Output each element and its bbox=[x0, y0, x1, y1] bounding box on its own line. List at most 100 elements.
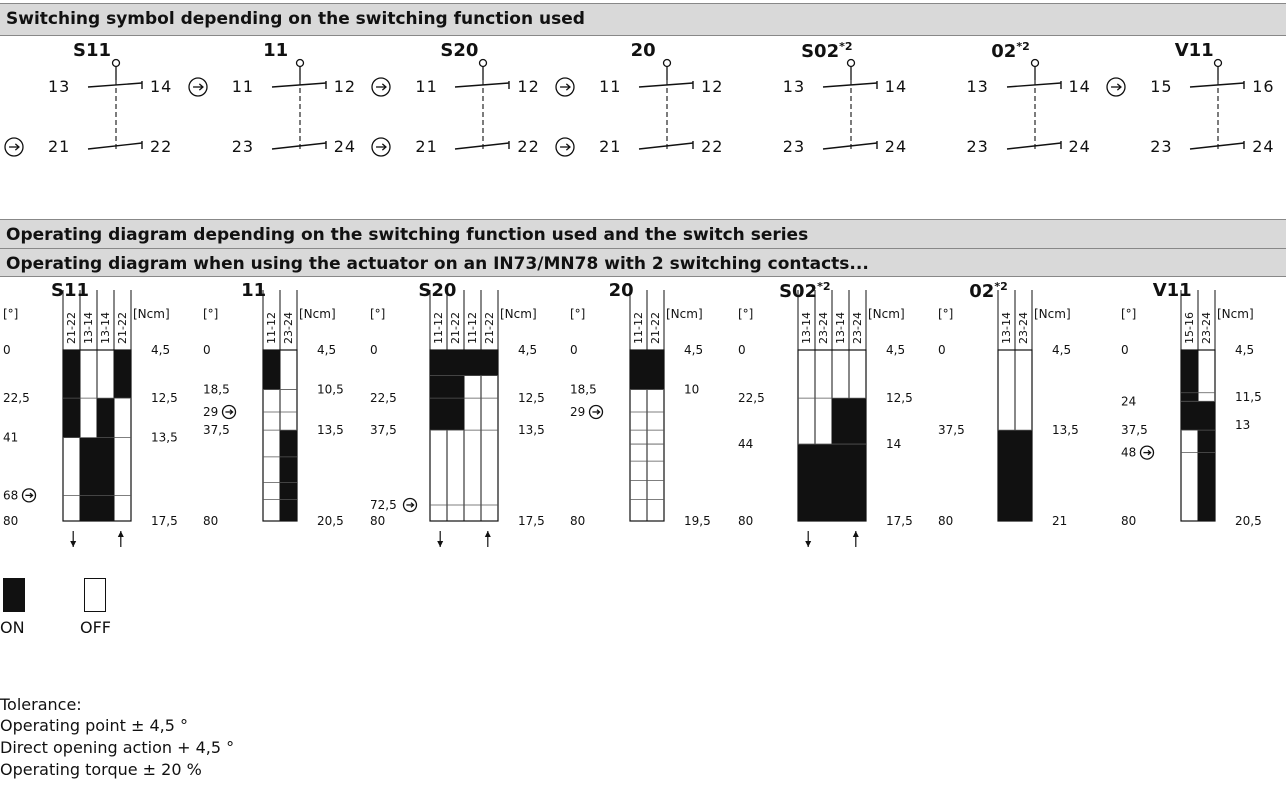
column-label: 11-12 bbox=[632, 312, 645, 344]
on-segment bbox=[447, 350, 465, 431]
degree-label: 80 bbox=[370, 514, 385, 528]
on-segment bbox=[464, 350, 482, 376]
diagram-name: S11 bbox=[50, 280, 89, 301]
symbol-name: S20 bbox=[440, 40, 479, 61]
degree-label: 37,5 bbox=[370, 423, 397, 437]
section-title-diagram: Operating diagram depending on the switc… bbox=[0, 219, 1286, 249]
column-label: 23-24 bbox=[1017, 312, 1030, 344]
terminal-bottom-left: 23 bbox=[231, 137, 255, 156]
terminal-bottom-left: 21 bbox=[599, 137, 622, 156]
terminal-top-left: 11 bbox=[231, 77, 255, 96]
terminal-bottom-left: 21 bbox=[415, 137, 438, 156]
column-label: 11-12 bbox=[432, 312, 445, 344]
positive-opening-icon bbox=[555, 137, 575, 157]
section-title-diagram-actuator: Operating diagram when using the actuato… bbox=[0, 248, 1286, 277]
diagram-chart: 11-12 21-22 11-12 21-22 [°] [Ncm] 0 22,5 37,5 72,… bbox=[370, 290, 545, 547]
torque-unit-label: [Ncm] bbox=[666, 307, 703, 321]
column-label: 13-14 bbox=[1000, 312, 1013, 344]
operating-diagram-s11: S11 21-22 13-14 13-14 21-22 [°] [Ncm] 0 22,5 41 68… bbox=[0, 277, 184, 577]
degree-unit-label: [°] bbox=[570, 307, 585, 321]
torque-label: 11,5 bbox=[1235, 390, 1262, 404]
degree-label: 37,5 bbox=[1121, 423, 1148, 437]
terminal-top-right: 14 bbox=[150, 77, 173, 96]
on-segment bbox=[1181, 350, 1199, 431]
degree-label: 22,5 bbox=[370, 391, 397, 405]
diagram-chart: 11-12 23-24 [°] [Ncm] 0 18,5 29 37,5 80 4,5 10,5 13… bbox=[203, 290, 344, 528]
terminal-bottom-right: 24 bbox=[1068, 137, 1091, 156]
operating-diagram-02: 02*2 13-14 23-24 [°] [Ncm] 0 37,5 80 4,5 13,5 21 bbox=[919, 277, 1103, 577]
torque-label: 21 bbox=[1052, 514, 1067, 528]
switch-contact-symbol bbox=[1106, 58, 1245, 150]
terminal-bottom-right: 24 bbox=[884, 137, 908, 156]
torque-label: 17,5 bbox=[151, 514, 178, 528]
diagram-chart: 13-14 23-24 13-14 23-24 [°] [Ncm] 0 22,5 44 80 4,5… bbox=[738, 290, 913, 547]
operating-diagram-s20: S20 11-12 21-22 11-12 21-22 [°] [Ncm] 0 22,5 37,5… bbox=[367, 277, 551, 577]
degree-label: 18,5 bbox=[570, 383, 597, 397]
degree-label: 0 bbox=[738, 343, 746, 357]
terminal-top-right: 12 bbox=[701, 77, 724, 96]
torque-label: 14 bbox=[886, 437, 901, 451]
torque-unit-label: [Ncm] bbox=[299, 307, 336, 321]
degree-unit-label: [°] bbox=[3, 307, 18, 321]
on-segment bbox=[80, 437, 97, 521]
on-segment bbox=[430, 350, 448, 431]
torque-label: 10,5 bbox=[317, 383, 344, 397]
degree-unit-label: [°] bbox=[1121, 307, 1136, 321]
positive-opening-icon bbox=[4, 137, 24, 157]
torque-label: 4,5 bbox=[1235, 343, 1254, 357]
degree-unit-label: [°] bbox=[938, 307, 953, 321]
terminal-top-right: 14 bbox=[884, 77, 908, 96]
symbol-name: 02*2 bbox=[991, 40, 1030, 62]
on-segment bbox=[848, 398, 866, 521]
on-segment bbox=[97, 398, 114, 521]
terminal-top-right: 16 bbox=[1252, 77, 1275, 96]
torque-label: 13,5 bbox=[518, 423, 545, 437]
degree-unit-label: [°] bbox=[738, 307, 753, 321]
torque-unit-label: [Ncm] bbox=[500, 307, 537, 321]
symbol-s11: S11 13 14 21 22 bbox=[0, 36, 184, 219]
degree-label: 37,5 bbox=[938, 423, 965, 437]
degree-unit-label: [°] bbox=[203, 307, 218, 321]
column-label: 11-12 bbox=[265, 312, 278, 344]
degree-label: 80 bbox=[738, 514, 753, 528]
positive-opening-icon bbox=[403, 497, 418, 513]
diagram-chart: 15-16 23-24 [°] [Ncm] 0 24 37,5 48 80 4,5 11,5 13 20… bbox=[1121, 290, 1262, 528]
degree-label: 0 bbox=[203, 343, 211, 357]
symbol-name: S11 bbox=[72, 40, 111, 61]
degree-label: 41 bbox=[3, 431, 18, 445]
symbol-name: V11 bbox=[1174, 40, 1214, 61]
torque-label: 4,5 bbox=[518, 343, 537, 357]
torque-unit-label: [Ncm] bbox=[133, 307, 170, 321]
torque-label: 20,5 bbox=[1235, 514, 1262, 528]
degree-label: 29 bbox=[203, 405, 218, 419]
switch-contact-symbol bbox=[188, 58, 327, 150]
on-segment bbox=[647, 350, 665, 390]
degree-label: 0 bbox=[938, 343, 946, 357]
legend-off-label: OFF bbox=[80, 618, 111, 637]
torque-label: 10 bbox=[684, 383, 699, 397]
diagram-chart: 21-22 13-14 13-14 21-22 [°] [Ncm] 0 22,5 41 68 80 4… bbox=[3, 290, 178, 547]
terminal-top-left: 11 bbox=[415, 77, 438, 96]
positive-opening-icon bbox=[1140, 445, 1155, 460]
torque-label: 13,5 bbox=[1052, 423, 1079, 437]
tolerance-heading: Tolerance: bbox=[0, 695, 82, 714]
symbol-name: S02*2 bbox=[801, 40, 853, 62]
terminal-top-right: 12 bbox=[333, 77, 357, 96]
diagram-name: V11 bbox=[1152, 280, 1192, 301]
positive-opening-icon bbox=[371, 77, 392, 97]
positive-opening-icon bbox=[371, 137, 392, 157]
on-segment bbox=[831, 398, 849, 521]
positive-opening-icon bbox=[555, 77, 575, 97]
degree-label: 48 bbox=[1121, 446, 1136, 460]
on-segment bbox=[279, 430, 297, 521]
degree-label: 44 bbox=[738, 437, 753, 451]
section-title-symbols: Switching symbol depending on the switch… bbox=[0, 3, 1286, 36]
legend-off-swatch bbox=[84, 578, 106, 612]
positive-opening-icon bbox=[588, 404, 604, 420]
torque-label: 19,5 bbox=[684, 514, 711, 528]
degree-label: 24 bbox=[1121, 394, 1136, 408]
operating-diagram-v11: V11 15-16 23-24 [°] [Ncm] 0 24 37,5 48 80 4,5 11,5 1… bbox=[1102, 277, 1286, 577]
torque-label: 12,5 bbox=[886, 391, 913, 405]
terminal-top-left: 13 bbox=[966, 77, 989, 96]
symbol-name: 20 bbox=[630, 40, 656, 61]
